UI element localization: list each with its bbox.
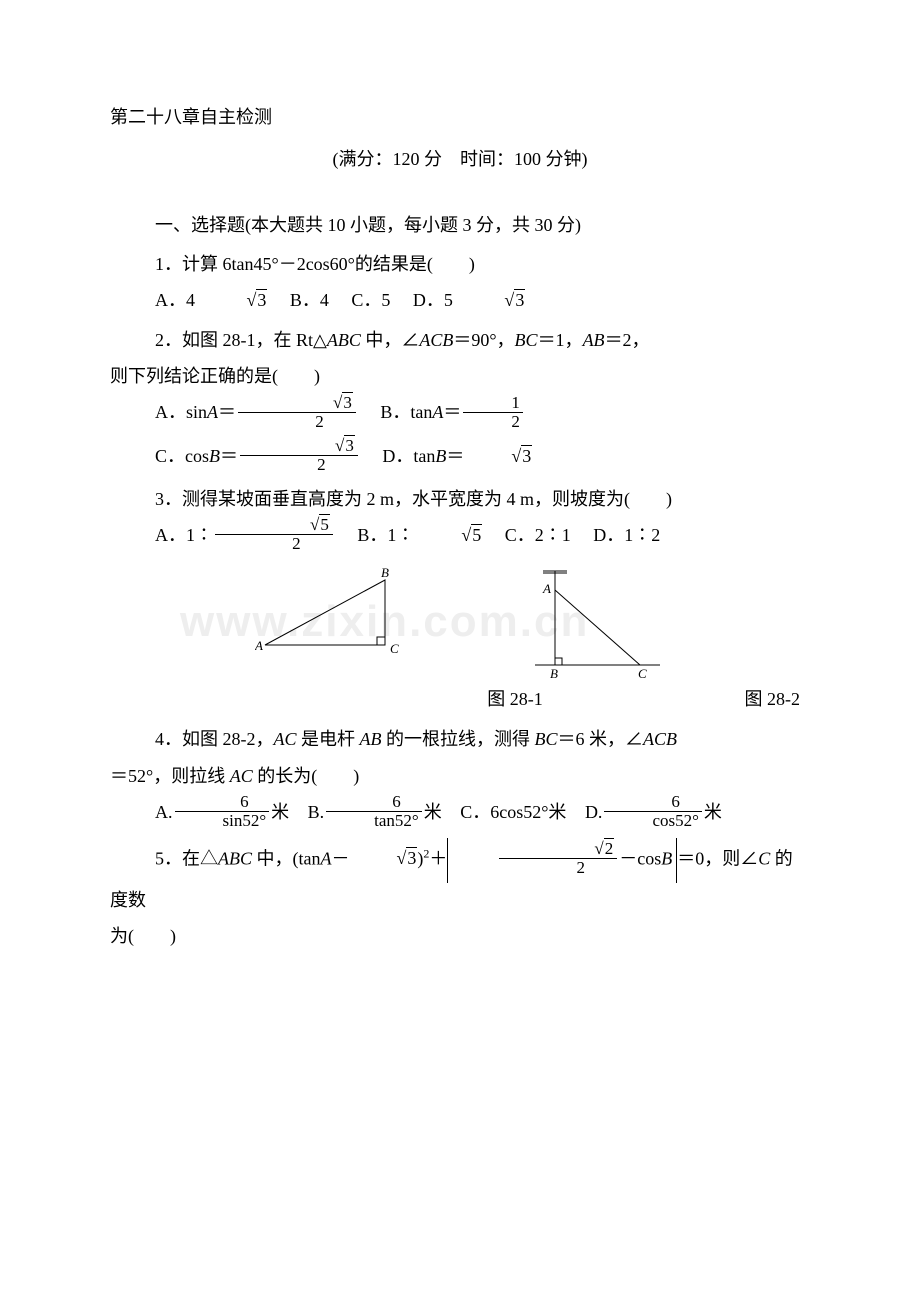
figure-28-2-caption: 图 28-2	[660, 682, 810, 716]
page-content: 第二十八章自主检测 (满分：120 分 时间：100 分钟) 一、选择题(本大题…	[110, 100, 810, 953]
q2-options-row1: A．sinA＝32 B．tanA＝12	[110, 395, 810, 432]
q1-opt-b: B．4	[290, 290, 329, 310]
q4-stem-line1: 4．如图 28-2，AC 是电杆 AB 的一根拉线，测得 BC＝6 米，∠ACB	[110, 722, 810, 756]
fig1-label-c: C	[390, 641, 399, 655]
fig2-label-b: B	[550, 666, 558, 680]
fig2-label-c: C	[638, 666, 647, 680]
q5-stem-line2: 为( )	[110, 919, 810, 953]
fig1-label-a: A	[255, 638, 263, 653]
fig2-label-a: A	[542, 581, 551, 596]
q2-stem-line2: 则下列结论正确的是( )	[110, 359, 810, 393]
q2-opt-c: C．cosB＝32	[155, 446, 360, 466]
fig1-label-b: B	[381, 565, 389, 580]
q2-options-row2: C．cosB＝32 D．tanB＝3	[110, 439, 810, 476]
q2-opt-b: B．tanA＝12	[380, 402, 525, 422]
q4-stem-line2: ＝52°，则拉线 AC 的长为( )	[110, 759, 810, 793]
chapter-title: 第二十八章自主检测	[110, 100, 810, 134]
figure-row: A B C A B C	[110, 565, 810, 680]
figure-28-1: A B C	[255, 565, 415, 655]
q3-stem: 3．测得某坡面垂直高度为 2 m，水平宽度为 4 m，则坡度为( )	[110, 482, 810, 516]
q1-options: A．4 3 B．4 C．5 D．5 3	[110, 283, 810, 317]
q3-opt-d: D．1∶2	[593, 525, 660, 545]
q1-opt-d: D．5 3	[413, 290, 525, 310]
figure-28-1-caption: 图 28-1	[110, 682, 660, 716]
section-1-heading: 一、选择题(本大题共 10 小题，每小题 3 分，共 30 分)	[110, 208, 810, 242]
q2-stem-line1: 2．如图 28-1，在 Rt△ABC 中，∠ACB＝90°，BC＝1，AB＝2，	[110, 323, 810, 357]
q1-opt-a: A．4 3	[155, 290, 267, 310]
q5-stem-line1: 5．在△ABC 中，(tanA－3)2＋22－cosB＝0，则∠C 的度数	[110, 838, 810, 917]
subtitle: (满分：120 分 时间：100 分钟)	[110, 142, 810, 176]
q4-opt-a: A.6sin52°米	[155, 802, 289, 822]
figure-28-2: A B C	[535, 565, 665, 680]
q4-opt-c: C．6cos52°米	[460, 802, 566, 822]
q1-stem: 1．计算 6tan45°－2cos60°的结果是( )	[110, 247, 810, 281]
q1-opt-c: C．5	[351, 290, 390, 310]
q4-opt-b: B.6tan52°米	[308, 802, 442, 822]
figure-labels-row: 图 28-1 图 28-2	[110, 682, 810, 716]
q2-opt-d: D．tanB＝3	[382, 446, 532, 466]
q3-options: A．1∶52 B．1∶5 C．2∶1 D．1∶2	[110, 518, 810, 555]
q3-opt-b: B．1∶5	[357, 525, 482, 545]
q3-opt-c: C．2∶1	[505, 525, 571, 545]
q2-opt-a: A．sinA＝32	[155, 402, 358, 422]
q3-opt-a: A．1∶52	[155, 525, 335, 545]
q4-opt-d: D.6cos52°米	[585, 802, 722, 822]
q4-options: A.6sin52°米 B.6tan52°米 C．6cos52°米 D.6cos5…	[110, 795, 810, 832]
